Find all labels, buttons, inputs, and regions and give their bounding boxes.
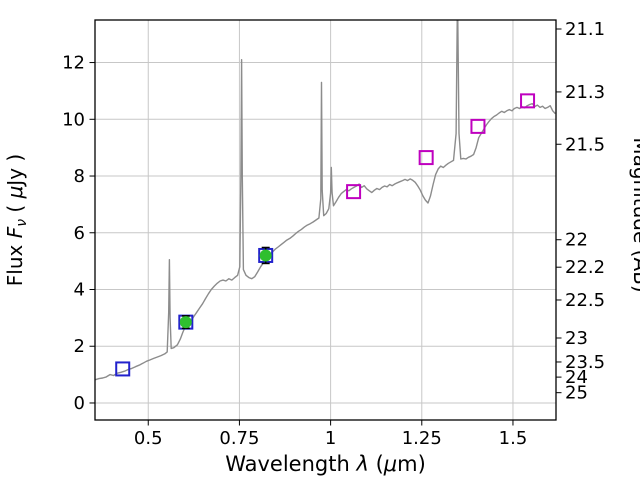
y-right-tick-label: 22.2 bbox=[565, 257, 605, 278]
axes-frame bbox=[94, 19, 557, 421]
open-square-marker bbox=[418, 150, 434, 166]
x-tick-label: 0.5 bbox=[134, 428, 163, 449]
y-right-tick-label: 22.5 bbox=[565, 290, 605, 311]
y-right-tick-label: 24 bbox=[565, 367, 588, 388]
x-axis-label: Wavelength λ (μm) bbox=[225, 452, 426, 476]
y-left-tick-label: 4 bbox=[74, 280, 85, 301]
y-left-tick-label: 0 bbox=[74, 393, 85, 414]
observed-point-marker bbox=[259, 249, 272, 262]
y-right-tick-label: 21.1 bbox=[565, 19, 605, 40]
y-left-tick-label: 2 bbox=[74, 336, 85, 357]
y-right-tick-label: 23 bbox=[565, 328, 588, 349]
tick-marks bbox=[89, 28, 562, 426]
y-left-tick-label: 6 bbox=[74, 223, 85, 244]
photometry-squares-magenta bbox=[346, 93, 536, 200]
tick-labels: 0.5 0.75 1 1.25 1.502468101221.121.321.52222… bbox=[62, 19, 605, 449]
x-tick-label: 1 bbox=[325, 428, 336, 449]
x-tick-label: 0.75 bbox=[219, 428, 259, 449]
y-axis-left-label: Flux Fν ( μJy ) bbox=[3, 154, 30, 286]
open-square-marker bbox=[115, 361, 131, 377]
y-right-tick-label: 23.5 bbox=[565, 352, 605, 373]
x-tick-label: 1.25 bbox=[402, 428, 442, 449]
open-square-marker bbox=[520, 93, 536, 109]
grid-lines bbox=[95, 20, 556, 420]
observed-point-marker bbox=[179, 316, 192, 329]
y-left-tick-label: 10 bbox=[62, 109, 85, 130]
model-spectrum bbox=[95, 20, 556, 381]
y-left-tick-label: 8 bbox=[74, 166, 85, 187]
open-square-marker bbox=[346, 184, 362, 200]
observed-flux-points bbox=[179, 246, 272, 330]
y-right-tick-label: 25 bbox=[565, 383, 588, 404]
photometry-squares-blue bbox=[115, 247, 274, 377]
y-right-tick-label: 21.3 bbox=[565, 82, 605, 103]
y-axis-right-label: Magnitude (AB) bbox=[629, 137, 640, 292]
open-square-marker bbox=[470, 118, 486, 134]
plot-area bbox=[95, 20, 556, 381]
y-left-tick-label: 12 bbox=[62, 53, 85, 74]
x-tick-label: 1.5 bbox=[499, 428, 528, 449]
y-right-tick-label: 21.5 bbox=[565, 134, 605, 155]
y-right-tick-label: 22 bbox=[565, 230, 588, 251]
